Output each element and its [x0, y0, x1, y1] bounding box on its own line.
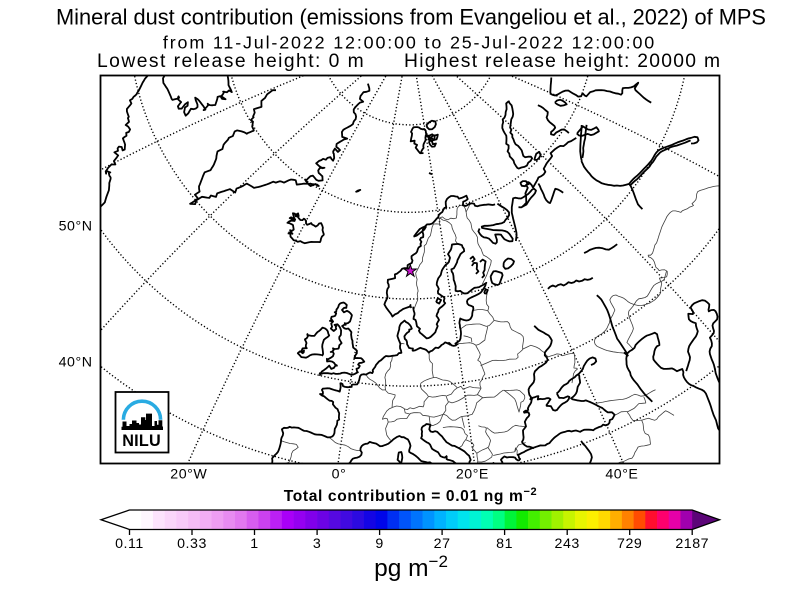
- svg-text:from 11-Jul-2022 12:00:00 to 2: from 11-Jul-2022 12:00:00 to 25-Jul-2022…: [163, 33, 656, 53]
- svg-text:729: 729: [617, 536, 642, 552]
- svg-text:2187: 2187: [675, 536, 709, 552]
- svg-text:0.33: 0.33: [177, 536, 207, 552]
- svg-text:40°E: 40°E: [605, 467, 638, 483]
- svg-text:Total contribution = 0.01 ng m: Total contribution = 0.01 ng m−2: [284, 486, 537, 505]
- svg-text:0.11: 0.11: [115, 536, 144, 552]
- svg-text:NILU: NILU: [122, 432, 161, 450]
- svg-text:Highest release height: 20000: Highest release height: 20000 m: [404, 51, 721, 72]
- svg-text:50°N: 50°N: [59, 219, 93, 235]
- svg-text:20°E: 20°E: [456, 467, 489, 483]
- svg-text:3: 3: [313, 536, 321, 552]
- svg-text:27: 27: [434, 536, 451, 552]
- svg-text:Mineral dust contribution (emi: Mineral dust contribution (emissions fro…: [56, 5, 766, 30]
- svg-text:1: 1: [250, 536, 258, 552]
- svg-text:243: 243: [555, 536, 580, 552]
- svg-text:40°N: 40°N: [59, 355, 93, 371]
- svg-text:9: 9: [375, 536, 383, 552]
- svg-text:Lowest release height: 0 m: Lowest release height: 0 m: [97, 51, 365, 72]
- svg-text:81: 81: [496, 536, 513, 552]
- svg-text:20°W: 20°W: [170, 467, 207, 483]
- svg-text:0°: 0°: [332, 467, 347, 483]
